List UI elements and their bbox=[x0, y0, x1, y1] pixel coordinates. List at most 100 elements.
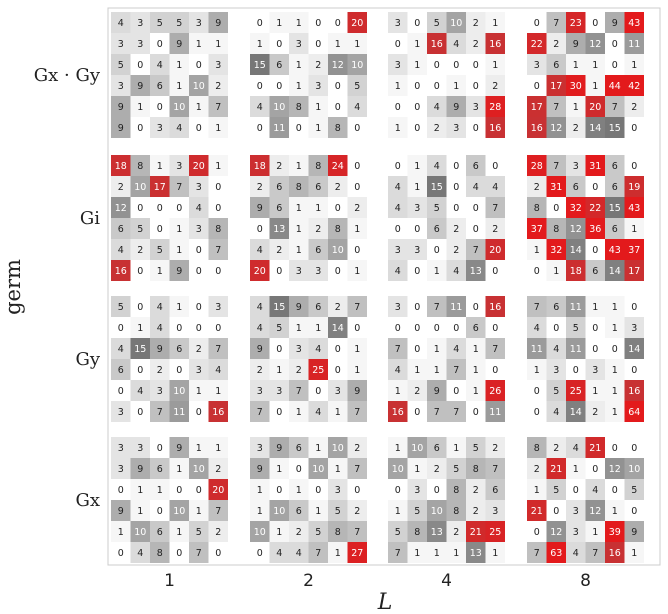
cell-value-label: 0 bbox=[215, 548, 221, 559]
heatmap-cell bbox=[527, 380, 547, 401]
heatmap-cell bbox=[150, 521, 170, 542]
heatmap-cell bbox=[289, 176, 309, 197]
cell-value-label: 1 bbox=[414, 548, 420, 559]
heatmap-cell bbox=[624, 521, 644, 542]
cell-value-label: 7 bbox=[534, 548, 540, 559]
cell-value-label: 0 bbox=[215, 266, 221, 277]
cell-value-label: 3 bbox=[395, 245, 401, 256]
heatmap-cell bbox=[527, 176, 547, 197]
heatmap-cell bbox=[250, 359, 270, 380]
cell-value-label: 3 bbox=[573, 161, 579, 172]
cell-value-label: 12 bbox=[589, 39, 601, 50]
cell-value-label: 3 bbox=[395, 18, 401, 29]
heatmap-cell bbox=[485, 401, 505, 422]
heatmap-cell bbox=[427, 296, 447, 317]
heatmap-cell bbox=[169, 380, 189, 401]
heatmap-cell bbox=[250, 317, 270, 338]
cell-value-label: 0 bbox=[315, 18, 321, 29]
heatmap-cell bbox=[485, 479, 505, 500]
heatmap-cell bbox=[527, 155, 547, 176]
cell-value-label: 6 bbox=[315, 245, 321, 256]
cell-value-label: 0 bbox=[137, 266, 143, 277]
cell-value-label: 0 bbox=[434, 323, 440, 334]
cell-value-label: 1 bbox=[612, 386, 618, 397]
cell-value-label: 31 bbox=[550, 182, 562, 193]
heatmap-cell bbox=[169, 500, 189, 521]
heatmap-cell bbox=[388, 260, 408, 281]
heatmap-cell bbox=[269, 296, 289, 317]
cell-value-label: 10 bbox=[628, 464, 640, 475]
cell-value-label: 1 bbox=[315, 123, 321, 134]
heatmap-cell bbox=[605, 197, 625, 218]
heatmap-cell bbox=[605, 239, 625, 260]
cell-value-label: 1 bbox=[573, 464, 579, 475]
cell-value-label: 1 bbox=[453, 443, 459, 454]
heatmap-cell bbox=[388, 380, 408, 401]
cell-value-label: 9 bbox=[118, 102, 124, 113]
cell-value-label: 8 bbox=[296, 102, 302, 113]
cell-value-label: 14 bbox=[570, 407, 582, 418]
cell-value-label: 18 bbox=[115, 161, 127, 172]
cell-value-label: 1 bbox=[296, 485, 302, 496]
heatmap-cell bbox=[269, 500, 289, 521]
heatmap-cell bbox=[546, 542, 566, 563]
cell-value-label: 2 bbox=[335, 302, 341, 313]
heatmap-cell bbox=[624, 260, 644, 281]
cell-value-label: 9 bbox=[118, 506, 124, 517]
cell-value-label: 2 bbox=[473, 506, 479, 517]
heatmap-cell bbox=[269, 75, 289, 96]
cell-value-label: 3 bbox=[296, 39, 302, 50]
cell-value-label: 1 bbox=[335, 464, 341, 475]
cell-value-label: 6 bbox=[553, 302, 559, 313]
cell-value-label: 16 bbox=[628, 386, 640, 397]
cell-value-label: 0 bbox=[176, 365, 182, 376]
heatmap-cell bbox=[388, 155, 408, 176]
cell-value-label: 2 bbox=[335, 182, 341, 193]
cell-value-label: 0 bbox=[631, 443, 637, 454]
cell-value-label: 2 bbox=[573, 123, 579, 134]
cell-value-label: 1 bbox=[414, 464, 420, 475]
cell-value-label: 8 bbox=[534, 203, 540, 214]
heatmap-cell bbox=[388, 401, 408, 422]
heatmap-cell bbox=[169, 176, 189, 197]
heatmap-cell bbox=[308, 458, 328, 479]
heatmap-cell bbox=[169, 458, 189, 479]
cell-value-label: 0 bbox=[276, 407, 282, 418]
heatmap-cell bbox=[269, 176, 289, 197]
heatmap-cell bbox=[347, 437, 367, 458]
cell-value-label: 6 bbox=[612, 182, 618, 193]
cell-value-label: 6 bbox=[573, 182, 579, 193]
cell-value-label: 3 bbox=[137, 18, 143, 29]
heatmap-cell bbox=[624, 359, 644, 380]
cell-value-label: 2 bbox=[296, 365, 302, 376]
cell-value-label: 8 bbox=[296, 182, 302, 193]
cell-value-label: 3 bbox=[414, 485, 420, 496]
heatmap-cell bbox=[446, 317, 466, 338]
cell-value-label: 0 bbox=[354, 123, 360, 134]
cell-value-label: 6 bbox=[276, 203, 282, 214]
heatmap-cell bbox=[546, 218, 566, 239]
cell-value-label: 0 bbox=[534, 18, 540, 29]
cell-value-label: 9 bbox=[176, 443, 182, 454]
cell-value-label: 4 bbox=[395, 182, 401, 193]
heatmap-cell bbox=[189, 176, 209, 197]
column-tick-label: 1 bbox=[164, 571, 175, 591]
heatmap-cell bbox=[485, 296, 505, 317]
cell-value-label: 0 bbox=[612, 39, 618, 50]
cell-value-label: 7 bbox=[473, 245, 479, 256]
cell-value-label: 0 bbox=[118, 548, 124, 559]
cell-value-label: 10 bbox=[332, 443, 344, 454]
heatmap-cell bbox=[150, 500, 170, 521]
heatmap-cell bbox=[427, 96, 447, 117]
heatmap-cell bbox=[585, 96, 605, 117]
cell-value-label: 20 bbox=[489, 245, 501, 256]
heatmap-cell bbox=[250, 96, 270, 117]
cell-value-label: 2 bbox=[315, 224, 321, 235]
cell-value-label: 7 bbox=[553, 18, 559, 29]
cell-value-label: 12 bbox=[589, 506, 601, 517]
heatmap-cell bbox=[527, 33, 547, 54]
cell-value-label: 2 bbox=[157, 365, 163, 376]
heatmap-cell bbox=[407, 197, 427, 218]
heatmap-cell bbox=[407, 176, 427, 197]
heatmap-cell bbox=[289, 401, 309, 422]
